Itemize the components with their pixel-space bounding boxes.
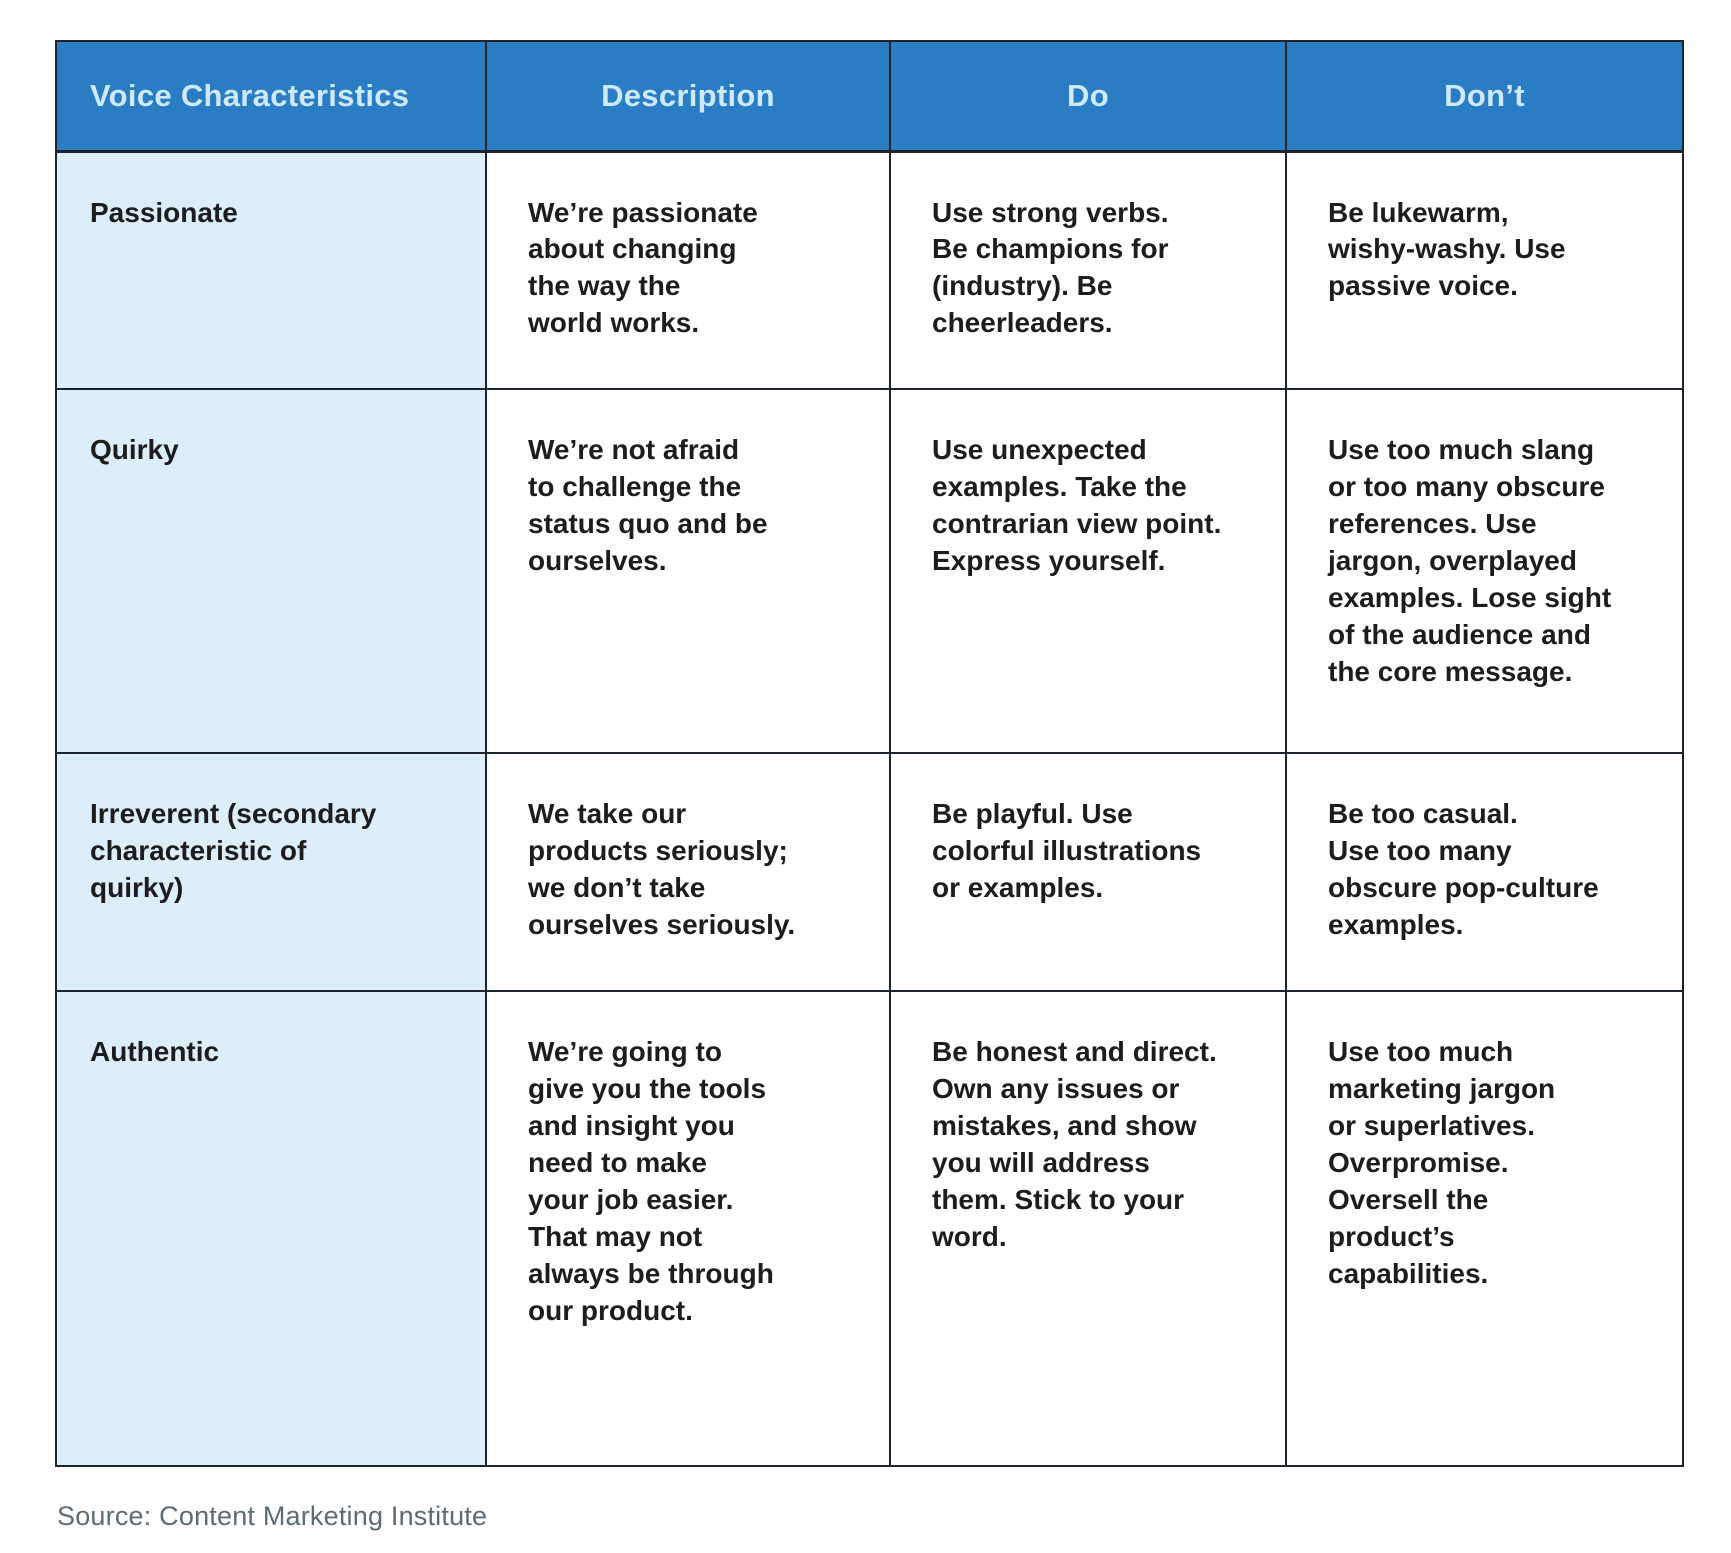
cell-irreverent-do: Be playful. Use colorful illustrations o… [889, 752, 1287, 992]
table-row-quirky: Quirky We’re not afraid to challenge the… [55, 388, 1684, 754]
column-header-do: Do [889, 40, 1287, 153]
cell-quirky-characteristic: Quirky [55, 388, 487, 754]
cell-quirky-dont: Use too much slang or too many obscure r… [1285, 388, 1684, 754]
header-row: Voice Characteristics Description Do Don… [55, 40, 1684, 153]
cell-authentic-characteristic: Authentic [55, 990, 487, 1467]
cell-quirky-do: Use unexpected examples. Take the contra… [889, 388, 1287, 754]
column-header-dont: Don’t [1285, 40, 1684, 153]
cell-irreverent-description: We take our products seriously; we don’t… [485, 752, 891, 992]
cell-authentic-dont: Use too much marketing jargon or superla… [1285, 990, 1684, 1467]
cell-passionate-do: Use strong verbs. Be champions for (indu… [889, 150, 1287, 390]
column-header-description: Description [485, 40, 891, 153]
cell-passionate-description: We’re passionate about changing the way … [485, 150, 891, 390]
cell-quirky-description: We’re not afraid to challenge the status… [485, 388, 891, 754]
cell-irreverent-dont: Be too casual. Use too many obscure pop-… [1285, 752, 1684, 992]
table-row-authentic: Authentic We’re going to give you the to… [55, 990, 1684, 1467]
column-header-voice-characteristics: Voice Characteristics [55, 40, 487, 153]
table-row-irreverent: Irreverent (secondary characteristic of … [55, 752, 1684, 992]
cell-irreverent-characteristic: Irreverent (secondary characteristic of … [55, 752, 487, 992]
cell-authentic-do: Be honest and direct. Own any issues or … [889, 990, 1287, 1467]
cell-passionate-dont: Be lukewarm, wishy-washy. Use passive vo… [1285, 150, 1684, 390]
cell-authentic-description: We’re going to give you the tools and in… [485, 990, 891, 1467]
cell-passionate-characteristic: Passionate [55, 150, 487, 390]
table-row-passionate: Passionate We’re passionate about changi… [55, 150, 1684, 390]
source-attribution: Source: Content Marketing Institute [57, 1501, 488, 1531]
voice-characteristics-table: Voice Characteristics Description Do Don… [55, 40, 1684, 1467]
